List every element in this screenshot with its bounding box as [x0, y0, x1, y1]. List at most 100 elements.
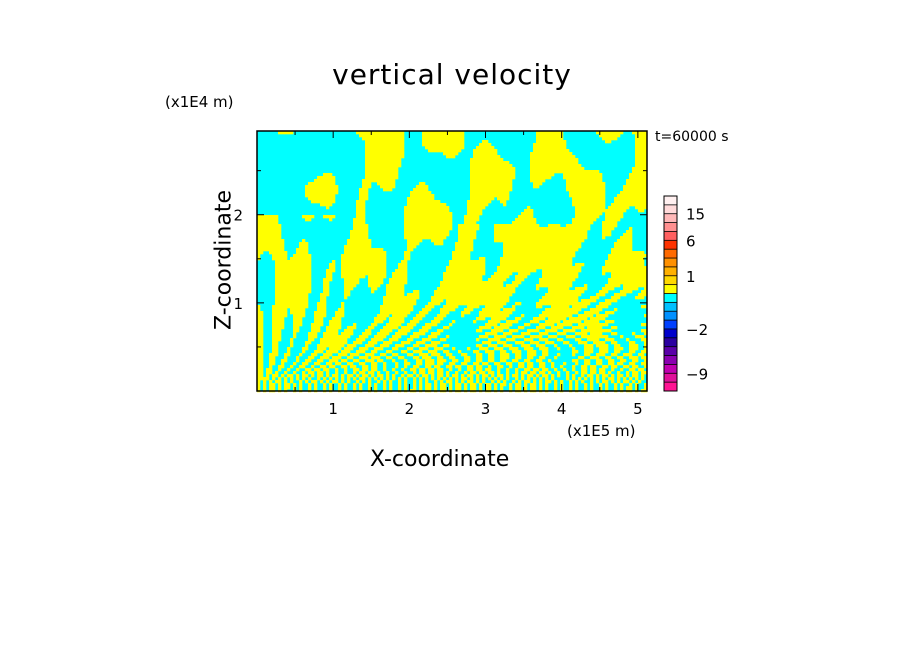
field-cell	[548, 239, 552, 243]
field-cell	[380, 320, 384, 324]
field-cell	[302, 299, 306, 303]
field-cell	[449, 293, 453, 297]
field-cell	[488, 149, 492, 153]
field-cell	[299, 308, 303, 312]
field-cell	[362, 269, 366, 273]
field-cell	[464, 299, 468, 303]
field-cell	[269, 221, 273, 225]
field-cell	[509, 230, 513, 234]
field-cell	[440, 242, 444, 246]
field-cell	[581, 317, 585, 321]
field-cell	[602, 203, 606, 207]
field-cell	[548, 134, 552, 138]
field-cell	[281, 365, 285, 369]
field-cell	[458, 227, 462, 231]
field-cell	[572, 185, 576, 189]
field-cell	[494, 230, 498, 234]
field-cell	[296, 314, 300, 318]
field-cell	[281, 242, 285, 246]
field-cell	[386, 356, 390, 360]
field-cell	[548, 236, 552, 240]
field-cell	[641, 293, 645, 297]
field-cell	[485, 311, 489, 315]
field-cell	[314, 335, 318, 339]
field-cell	[428, 206, 432, 210]
field-cell	[314, 200, 318, 204]
field-cell	[386, 152, 390, 156]
field-cell	[503, 230, 507, 234]
field-cell	[278, 368, 282, 372]
field-cell	[470, 212, 474, 216]
field-cell	[296, 254, 300, 258]
field-cell	[437, 356, 441, 360]
field-cell	[425, 140, 429, 144]
field-cell	[590, 344, 594, 348]
field-cell	[344, 368, 348, 372]
field-cell	[551, 299, 555, 303]
field-cell	[638, 284, 642, 288]
field-cell	[521, 260, 525, 264]
field-cell	[485, 200, 489, 204]
field-cell	[611, 224, 615, 228]
field-cell	[605, 311, 609, 315]
field-cell	[401, 317, 405, 321]
field-cell	[368, 329, 372, 333]
field-cell	[482, 170, 486, 174]
field-cell	[425, 326, 429, 330]
field-cell	[644, 203, 648, 207]
field-cell	[644, 182, 648, 186]
field-cell	[443, 314, 447, 318]
field-cell	[326, 215, 330, 219]
field-cell	[371, 287, 375, 291]
field-cell	[569, 242, 573, 246]
field-cell	[431, 221, 435, 225]
field-cell	[410, 296, 414, 300]
field-cell	[572, 230, 576, 234]
field-cell	[599, 209, 603, 213]
field-cell	[260, 242, 264, 246]
field-cell	[602, 329, 606, 333]
field-cell	[452, 266, 456, 270]
field-cell	[281, 284, 285, 288]
field-cell	[542, 236, 546, 240]
field-cell	[617, 134, 621, 138]
field-cell	[530, 254, 534, 258]
field-cell	[281, 293, 285, 297]
field-cell	[626, 185, 630, 189]
field-cell	[482, 290, 486, 294]
field-cell	[614, 221, 618, 225]
field-cell	[302, 350, 306, 354]
field-cell	[368, 359, 372, 363]
field-cell	[605, 140, 609, 144]
field-cell	[392, 317, 396, 321]
field-cell	[575, 362, 579, 366]
field-cell	[305, 299, 309, 303]
field-cell	[536, 239, 540, 243]
field-cell	[485, 146, 489, 150]
field-cell	[284, 257, 288, 261]
field-cell	[356, 200, 360, 204]
field-cell	[557, 314, 561, 318]
field-cell	[314, 323, 318, 327]
field-cell	[431, 146, 435, 150]
field-cell	[560, 170, 564, 174]
field-cell	[470, 215, 474, 219]
field-cell	[353, 326, 357, 330]
field-cell	[275, 350, 279, 354]
field-cell	[449, 278, 453, 282]
field-cell	[419, 239, 423, 243]
field-cell	[347, 281, 351, 285]
field-cell	[548, 287, 552, 291]
field-cell	[365, 182, 369, 186]
field-cell	[467, 293, 471, 297]
field-cell	[542, 365, 546, 369]
field-cell	[626, 260, 630, 264]
field-cell	[611, 299, 615, 303]
field-cell	[497, 293, 501, 297]
field-cell	[308, 197, 312, 201]
field-cell	[563, 233, 567, 237]
field-cell	[635, 155, 639, 159]
field-cell	[365, 335, 369, 339]
field-cell	[374, 137, 378, 141]
field-cell	[638, 200, 642, 204]
